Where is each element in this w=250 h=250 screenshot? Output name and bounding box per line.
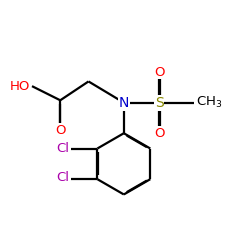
Text: HO: HO <box>9 80 30 93</box>
Text: CH$_3$: CH$_3$ <box>196 95 222 110</box>
Text: Cl: Cl <box>56 172 69 184</box>
Text: Cl: Cl <box>56 142 69 155</box>
Text: O: O <box>154 66 164 78</box>
Text: N: N <box>119 96 129 110</box>
Text: O: O <box>154 127 164 140</box>
Text: O: O <box>55 124 66 138</box>
Text: S: S <box>155 96 164 110</box>
